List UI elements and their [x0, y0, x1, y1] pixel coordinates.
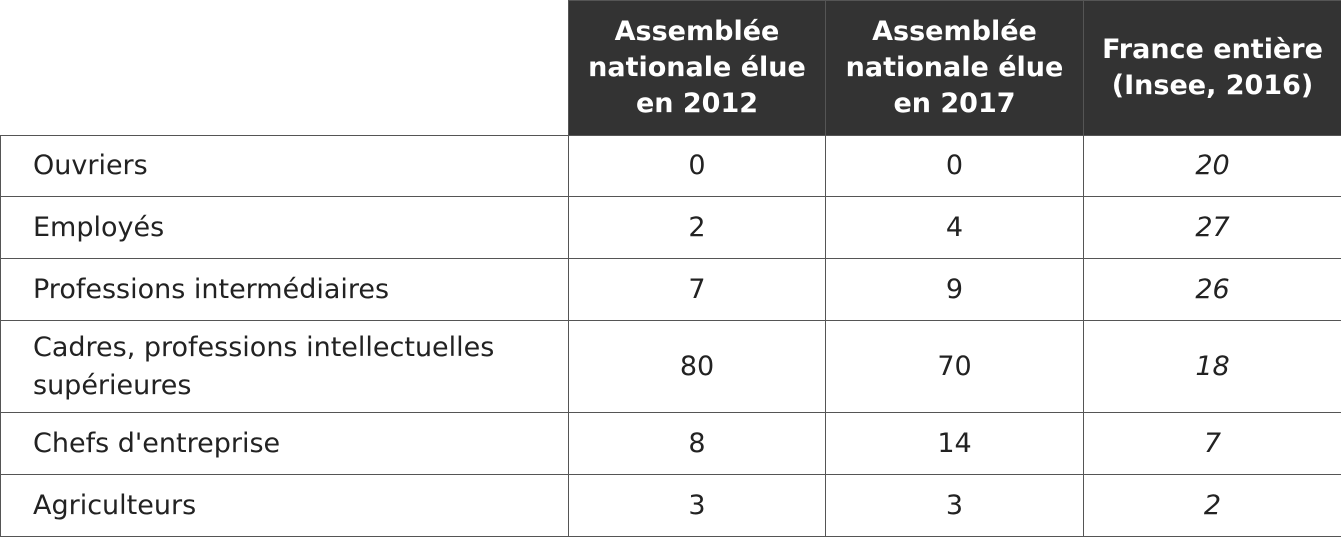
row-label: Employés — [0, 196, 569, 259]
cell-value: 14 — [825, 412, 1084, 475]
cell-value: 26 — [1083, 258, 1341, 321]
table-row: Employés 2 4 27 — [0, 196, 1341, 259]
cell-value: 70 — [825, 320, 1084, 413]
cell-value: 7 — [1083, 412, 1341, 475]
row-label: Cadres, professions intellectuelles supé… — [0, 320, 569, 413]
column-header: France entière (Insee, 2016) — [1083, 0, 1341, 136]
row-label: Professions intermédiaires — [0, 258, 569, 321]
cell-value: 18 — [1083, 320, 1341, 413]
table-row: Cadres, professions intellectuelles supé… — [0, 320, 1341, 413]
table-row: Professions intermédiaires 7 9 26 — [0, 258, 1341, 321]
table-body: Ouvriers 0 0 20 Employés 2 4 27 Professions inte… — [0, 135, 1341, 537]
cell-value: 2 — [568, 196, 826, 259]
cell-value: 0 — [825, 135, 1084, 197]
cell-value: 2 — [1083, 474, 1341, 537]
column-header: Assemblée nationale élue en 2017 — [825, 0, 1084, 136]
cell-value: 20 — [1083, 135, 1341, 197]
cell-value: 7 — [568, 258, 826, 321]
cell-value: 27 — [1083, 196, 1341, 259]
row-label: Agriculteurs — [0, 474, 569, 537]
cell-value: 80 — [568, 320, 826, 413]
row-label: Ouvriers — [0, 135, 569, 197]
column-header: Assemblée nationale élue en 2012 — [568, 0, 826, 136]
cell-value: 9 — [825, 258, 1084, 321]
cell-value: 3 — [825, 474, 1084, 537]
cell-value: 4 — [825, 196, 1084, 259]
table-row: Chefs d'entreprise 8 14 7 — [0, 412, 1341, 475]
header-row: Assemblée nationale élue en 2012 Assemblé… — [0, 0, 1341, 136]
table-row: Agriculteurs 3 3 2 — [0, 474, 1341, 537]
cell-value: 8 — [568, 412, 826, 475]
cell-value: 0 — [568, 135, 826, 197]
row-label: Chefs d'entreprise — [0, 412, 569, 475]
cell-value: 3 — [568, 474, 826, 537]
empty-header — [0, 0, 569, 136]
table-row: Ouvriers 0 0 20 — [0, 135, 1341, 197]
